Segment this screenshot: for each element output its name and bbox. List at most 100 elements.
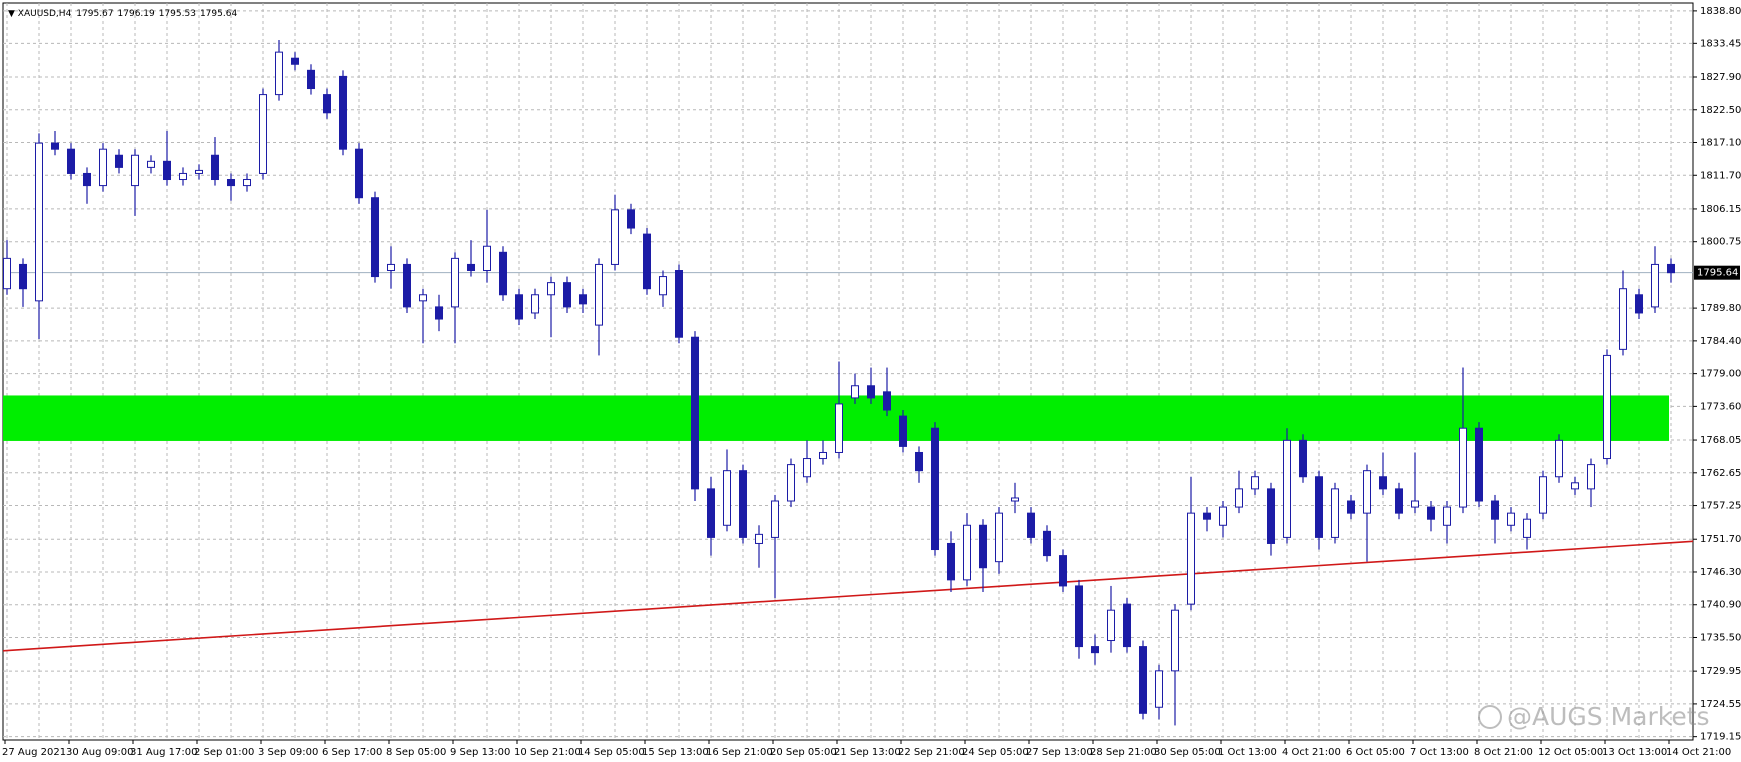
candle-body [291,57,299,65]
candle-body [1075,585,1083,648]
candle-body [1235,488,1243,508]
candle-body [1267,488,1275,544]
x-tick-label: 15 Sep 13:00 [642,747,709,758]
price-label: 1795.64 [1697,268,1738,279]
candle-body [755,533,763,544]
candle-body [131,154,139,187]
candle-body [547,282,555,296]
grid [3,3,1693,740]
candle-body [1395,488,1403,514]
candle-body [1619,288,1627,350]
candle-body [835,403,843,453]
candle-body [275,51,283,96]
candle-body [1139,646,1147,714]
x-tick-label: 22 Sep 21:00 [898,747,965,758]
x-tick-label: 14 Sep 05:00 [578,747,645,758]
y-tick-label: 1746.30 [1700,567,1741,578]
candle-body [563,282,571,308]
x-tick-label: 1 Oct 13:00 [1218,747,1277,758]
candle-body [1299,439,1307,478]
x-tick-label: 28 Sep 21:00 [1090,747,1157,758]
candle-body [691,336,699,490]
candle-body [1635,294,1643,314]
candle-body [1011,497,1019,502]
y-tick-label: 1838.80 [1700,6,1741,17]
y-tick-label: 1724.55 [1700,699,1741,710]
dropdown-icon: ▼ [8,9,18,19]
candle-body [595,263,603,326]
open-value: 1795.67 [76,9,113,19]
symbol: XAUUSD,H4 [18,9,72,19]
x-tick-label: 4 Oct 21:00 [1282,747,1341,758]
candle-body [435,306,443,320]
y-tick-label: 1833.45 [1700,38,1741,49]
candle-body [19,263,27,290]
y-tick-label: 1729.95 [1700,666,1741,677]
candle-body [915,451,923,472]
candle-body [1667,263,1675,274]
x-tick-label: 16 Sep 21:00 [706,747,773,758]
x-tick-label: 13 Oct 13:00 [1602,747,1667,758]
candle-body [1379,476,1387,490]
candle-body [1539,476,1547,514]
candle-body [1283,439,1291,538]
candle-body [931,427,939,551]
candle-body [1427,506,1435,520]
price-label-box [1694,265,1740,280]
y-tick-label: 1768.05 [1700,435,1741,446]
y-tick-label: 1800.75 [1700,237,1741,248]
candle-body [851,385,859,399]
x-tick-label: 30 Sep 05:00 [1154,747,1221,758]
candle-body [995,512,1003,563]
candle-body [1363,470,1371,514]
candle-body [707,488,715,538]
y-tick-label: 1751.70 [1700,534,1741,545]
high-value: 1796.19 [118,9,155,19]
candle-body [1331,488,1339,538]
candle-body [419,294,427,302]
x-tick-label: 20 Sep 05:00 [770,747,837,758]
candle-body [1507,512,1515,526]
candle-body [67,148,75,174]
candle-body [723,470,731,526]
y-tick-label: 1806.15 [1700,204,1741,215]
candle-body [83,172,91,187]
candle-body [99,148,107,187]
x-tick-label: 10 Sep 21:00 [514,747,581,758]
candle-body [451,257,459,308]
y-tick-label: 1822.50 [1700,105,1741,116]
candle-body [483,245,491,272]
candle-body [611,209,619,265]
candle-body [867,385,875,399]
candle-body [467,263,475,272]
candle-body [1459,427,1467,508]
candle-body [1091,646,1099,654]
candle-body [499,251,507,296]
x-tick-label: 8 Oct 21:00 [1474,747,1533,758]
candle-body [1571,482,1579,490]
y-tick-label: 1735.50 [1700,632,1741,643]
x-tick-label: 6 Oct 05:00 [1346,747,1405,758]
y-tick-label: 1719.15 [1700,732,1741,743]
candle-body [803,458,811,478]
y-tick-label: 1757.25 [1700,501,1741,512]
watermark: @AUGS Markets [1478,702,1710,731]
candle-body [883,391,891,411]
x-tick-label: 27 Sep 13:00 [1026,747,1093,758]
candle-body [771,500,779,538]
x-tick-label: 30 Aug 09:00 [66,747,133,758]
trendline [3,540,1693,652]
candle-body [739,470,747,538]
candle-body [387,263,395,272]
candle-body [819,451,827,460]
y-tick-label: 1779.00 [1700,369,1741,380]
candle-body [1171,609,1179,672]
candle-body [1315,476,1323,538]
candle-body [323,94,331,114]
candle-body [355,148,363,199]
x-tick-label: 24 Sep 05:00 [962,747,1029,758]
candle-body [195,169,203,174]
candle-body [35,142,43,302]
candle-body [1251,476,1259,490]
